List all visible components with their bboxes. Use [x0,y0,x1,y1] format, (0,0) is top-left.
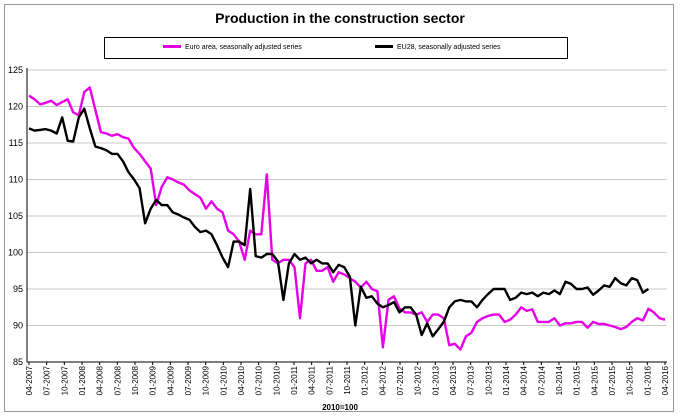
legend-swatch-eu28 [375,44,393,48]
x-tick-label-01-2016: 01-2016 [643,365,652,395]
x-tick-label-07-2015: 07-2015 [608,365,617,395]
legend-label-euro-area: Euro area, seasonally adjusted series [185,44,302,51]
x-tick-label-01-2010: 01-2010 [219,365,228,395]
y-tick-label-125: 125 [8,65,23,75]
x-tick-label-04-2009: 04-2009 [166,365,175,395]
x-tick-label-04-2010: 04-2010 [237,365,246,395]
x-tick-label-07-2009: 07-2009 [184,365,193,395]
chart-title: Production in the construction sector [215,10,465,26]
x-tick-label-04-2011: 04-2011 [308,365,317,394]
y-tick-label-90: 90 [13,321,23,331]
x-tick-label-04-2007: 04-2007 [25,365,34,395]
x-tick-label-10-2015: 10-2015 [626,365,635,395]
legend-item-euro-area: Euro area, seasonally adjusted series [163,43,302,55]
x-tick-label-04-2013: 04-2013 [449,365,458,395]
x-tick-label-10-2009: 10-2009 [202,365,211,395]
x-tick-label-04-2008: 04-2008 [96,365,105,395]
x-tick-label-04-2016: 04-2016 [661,365,670,395]
x-tick-label-01-2014: 01-2014 [502,365,511,395]
y-tick-label-85: 85 [13,357,23,367]
x-tick-label-10-2008: 10-2008 [131,365,140,395]
x-tick-label-01-2015: 01-2015 [573,365,582,395]
x-tick-label-04-2014: 04-2014 [520,365,529,395]
chart-frame [4,4,674,412]
x-tick-label-01-2009: 01-2009 [149,365,158,395]
x-tick-label-10-2011: 10-2011 [343,365,352,394]
x-axis-label: 2010=100 [322,403,358,412]
x-tick-label-10-2012: 10-2012 [414,365,423,395]
x-tick-label-07-2010: 07-2010 [255,365,264,395]
x-tick-label-07-2011: 07-2011 [325,365,334,394]
x-tick-label-07-2007: 07-2007 [43,365,52,395]
y-tick-label-100: 100 [8,248,23,258]
x-tick-label-04-2012: 04-2012 [378,365,387,395]
x-tick-label-07-2013: 07-2013 [467,365,476,395]
x-tick-label-01-2012: 01-2012 [361,365,370,395]
series-line-eu28 [28,107,650,338]
legend-label-eu28: EU28, seasonally adjusted series [397,44,501,51]
y-tick-label-120: 120 [8,102,23,112]
y-tick-label-95: 95 [13,284,23,294]
y-tick-label-105: 105 [8,211,23,221]
x-tick-label-10-2007: 10-2007 [60,365,69,395]
y-tick-label-115: 115 [9,138,23,148]
x-tick-label-01-2008: 01-2008 [78,365,87,395]
x-tick-label-10-2013: 10-2013 [484,365,493,395]
legend-swatch-euro-area [163,44,181,48]
series-line-euro-area [28,86,666,351]
x-tick-label-07-2008: 07-2008 [113,365,122,395]
x-tick-label-01-2011: 01-2011 [290,365,299,394]
x-tick-label-01-2013: 01-2013 [431,365,440,395]
y-tick-label-110: 110 [9,175,23,185]
legend: Euro area, seasonally adjusted series EU… [104,37,568,59]
x-tick-label-07-2012: 07-2012 [396,365,405,395]
legend-item-eu28: EU28, seasonally adjusted series [375,43,501,55]
x-tick-label-07-2014: 07-2014 [537,365,546,395]
x-tick-label-04-2015: 04-2015 [590,365,599,395]
x-tick-label-10-2014: 10-2014 [555,365,564,395]
x-tick-label-10-2010: 10-2010 [272,365,281,395]
